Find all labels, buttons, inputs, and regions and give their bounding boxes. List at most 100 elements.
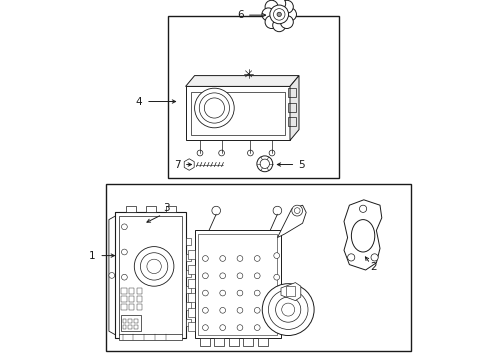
Polygon shape <box>186 76 299 86</box>
Circle shape <box>220 325 225 330</box>
Bar <box>186 302 191 310</box>
Bar <box>122 325 126 329</box>
Polygon shape <box>109 212 186 338</box>
Bar <box>258 338 268 346</box>
Bar <box>188 293 195 302</box>
Circle shape <box>260 159 270 168</box>
Circle shape <box>220 273 225 279</box>
Text: 5: 5 <box>298 159 305 170</box>
Circle shape <box>141 253 168 280</box>
Bar <box>188 250 195 259</box>
Circle shape <box>254 307 260 313</box>
Circle shape <box>294 208 300 213</box>
Circle shape <box>237 256 243 261</box>
Circle shape <box>202 256 208 261</box>
Circle shape <box>199 93 229 123</box>
Text: 6: 6 <box>238 10 245 20</box>
Circle shape <box>202 307 208 313</box>
Circle shape <box>277 12 281 17</box>
Bar <box>243 338 253 346</box>
Circle shape <box>360 205 367 212</box>
Bar <box>188 308 195 317</box>
Bar <box>229 338 239 346</box>
Polygon shape <box>184 159 194 170</box>
Circle shape <box>257 156 273 172</box>
Bar <box>129 296 134 302</box>
Circle shape <box>237 307 243 313</box>
Circle shape <box>280 15 294 28</box>
Circle shape <box>202 273 208 279</box>
Circle shape <box>273 9 285 20</box>
Bar <box>200 338 210 346</box>
Circle shape <box>254 256 260 261</box>
Circle shape <box>254 290 260 296</box>
Circle shape <box>204 98 224 118</box>
Bar <box>168 16 339 178</box>
Bar <box>129 288 134 294</box>
Bar <box>137 288 143 294</box>
Bar <box>134 325 138 329</box>
Circle shape <box>273 0 286 10</box>
Circle shape <box>262 284 314 336</box>
Circle shape <box>109 273 115 278</box>
Text: 7: 7 <box>174 159 181 170</box>
Circle shape <box>269 290 308 329</box>
Bar <box>288 117 296 126</box>
Bar <box>106 184 411 351</box>
Circle shape <box>347 254 355 261</box>
Circle shape <box>219 150 224 156</box>
Circle shape <box>195 88 234 128</box>
Circle shape <box>265 0 278 13</box>
Bar <box>146 206 156 212</box>
Text: 2: 2 <box>370 262 377 272</box>
Polygon shape <box>281 283 301 301</box>
Circle shape <box>269 150 275 156</box>
Circle shape <box>274 318 280 323</box>
Bar <box>288 103 296 112</box>
Circle shape <box>254 273 260 279</box>
Polygon shape <box>186 86 290 140</box>
Circle shape <box>247 150 253 156</box>
Circle shape <box>237 290 243 296</box>
Bar <box>186 238 191 245</box>
Bar <box>288 88 296 97</box>
Bar <box>126 206 136 212</box>
Circle shape <box>270 5 289 24</box>
Bar <box>137 296 143 302</box>
Circle shape <box>147 259 161 274</box>
Circle shape <box>282 303 294 316</box>
Text: 4: 4 <box>136 96 143 107</box>
Bar <box>128 319 132 323</box>
Circle shape <box>122 274 127 280</box>
Circle shape <box>274 253 280 258</box>
Bar <box>128 325 132 329</box>
Circle shape <box>254 325 260 330</box>
Bar <box>215 338 224 346</box>
Circle shape <box>280 0 294 13</box>
Circle shape <box>273 206 282 215</box>
Circle shape <box>220 256 225 261</box>
Bar <box>137 304 143 310</box>
Bar <box>121 288 126 294</box>
Circle shape <box>275 297 301 322</box>
Circle shape <box>262 8 275 21</box>
Bar <box>119 334 182 340</box>
Bar <box>122 319 126 323</box>
Circle shape <box>134 247 174 286</box>
Bar <box>186 270 191 277</box>
Circle shape <box>122 224 127 230</box>
Bar <box>134 319 138 323</box>
Polygon shape <box>290 76 299 140</box>
Bar <box>186 286 191 293</box>
Bar <box>191 92 285 135</box>
Bar <box>195 230 281 338</box>
Circle shape <box>237 325 243 330</box>
Circle shape <box>202 290 208 296</box>
Bar <box>119 216 182 335</box>
Bar <box>188 265 195 274</box>
Circle shape <box>197 150 203 156</box>
Polygon shape <box>344 200 382 270</box>
Bar <box>186 254 191 261</box>
Bar <box>121 296 126 302</box>
Bar <box>188 322 195 331</box>
